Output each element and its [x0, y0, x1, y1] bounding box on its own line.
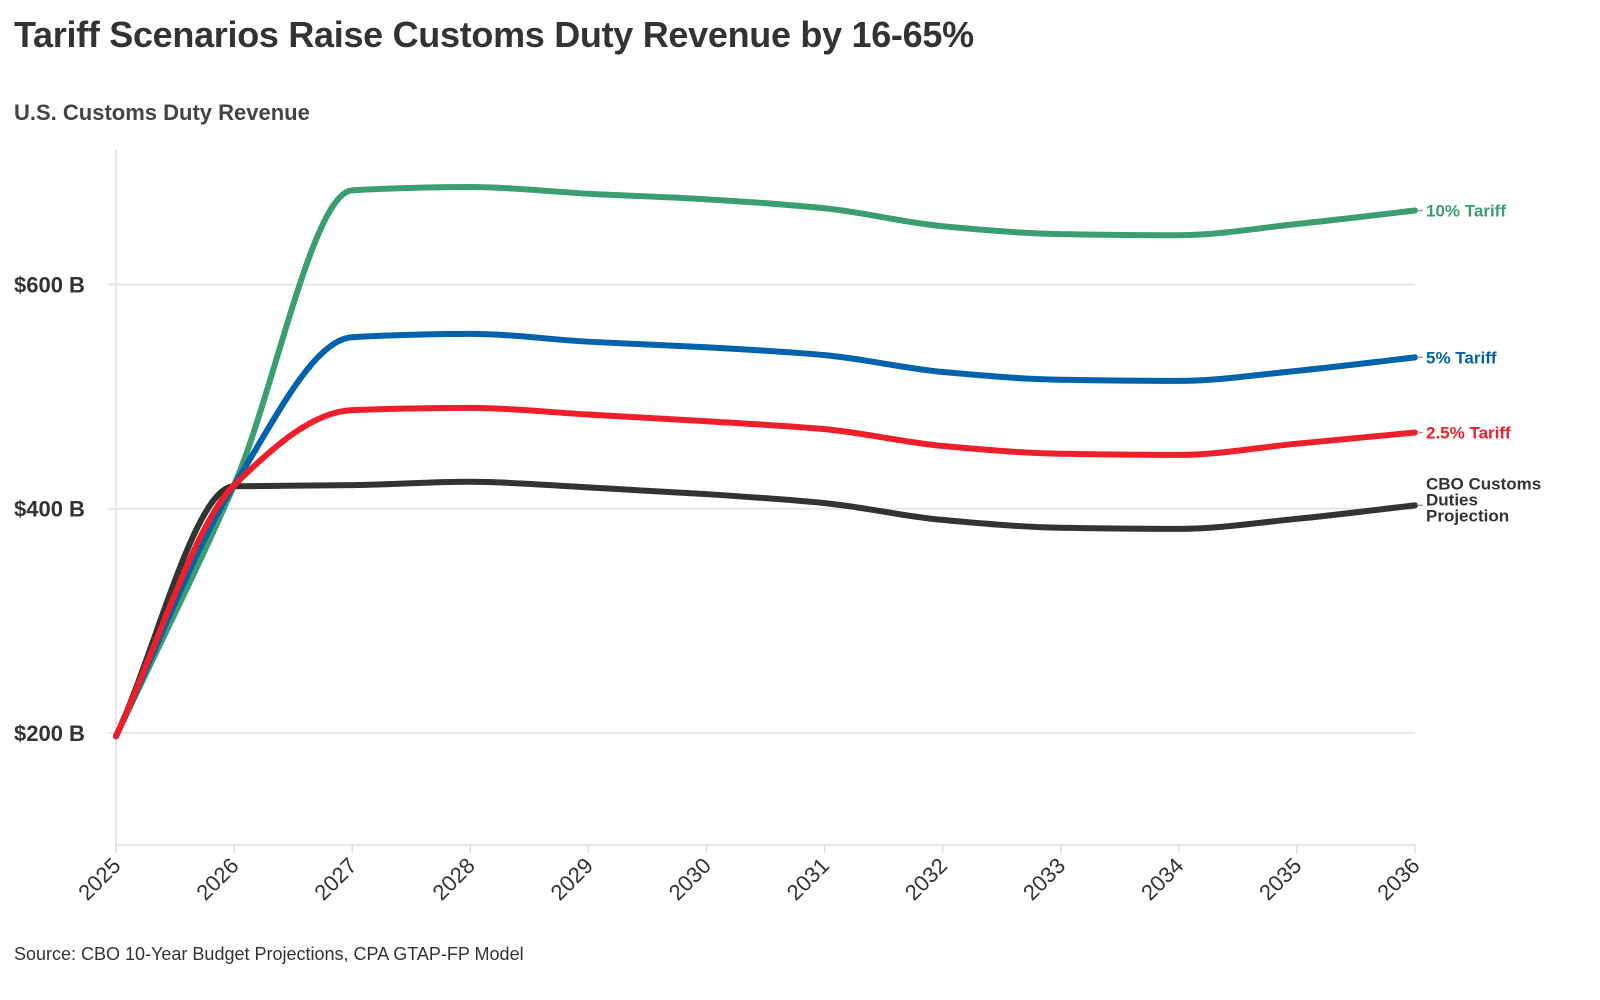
y-tick-label: $600 B: [14, 273, 85, 298]
series-label-cbo-customs-duties-projection: Projection: [1426, 506, 1509, 525]
series-label-cbo-customs-duties-projection: Duties: [1426, 490, 1478, 509]
x-tick-label: 2026: [191, 853, 243, 905]
source-note: Source: CBO 10-Year Budget Projections, …: [14, 944, 524, 964]
series-label-2-5-tariff: 2.5% Tariff: [1426, 423, 1511, 442]
series-line-2-5-tariff: [113, 404, 1418, 740]
series-line-10-tariff: [113, 183, 1418, 740]
series-line-5-tariff: [113, 330, 1418, 740]
x-tick-label: 2027: [309, 853, 361, 905]
x-tick-label: 2035: [1254, 853, 1306, 905]
series-label-cbo-customs-duties-projection: CBO Customs: [1426, 474, 1541, 493]
series-label-10-tariff: 10% Tariff: [1426, 202, 1506, 221]
x-tick-label: 2028: [428, 853, 480, 905]
chart-title: Tariff Scenarios Raise Customs Duty Reve…: [14, 14, 974, 55]
y-tick-label: $400 B: [14, 497, 85, 522]
series-label-5-tariff: 5% Tariff: [1426, 348, 1497, 367]
x-tick-label: 2031: [782, 853, 834, 905]
x-tick-label: 2025: [73, 853, 125, 905]
x-tick-label: 2032: [900, 853, 952, 905]
x-tick-label: 2033: [1018, 853, 1070, 905]
series-line-cbo-customs-duties-projection: [113, 478, 1418, 740]
x-tick-label: 2029: [546, 853, 598, 905]
x-tick-label: 2036: [1372, 853, 1424, 905]
chart-subtitle: U.S. Customs Duty Revenue: [14, 100, 310, 125]
y-tick-label: $200 B: [14, 721, 85, 746]
x-tick-label: 2034: [1136, 853, 1188, 905]
x-tick-label: 2030: [664, 853, 716, 905]
